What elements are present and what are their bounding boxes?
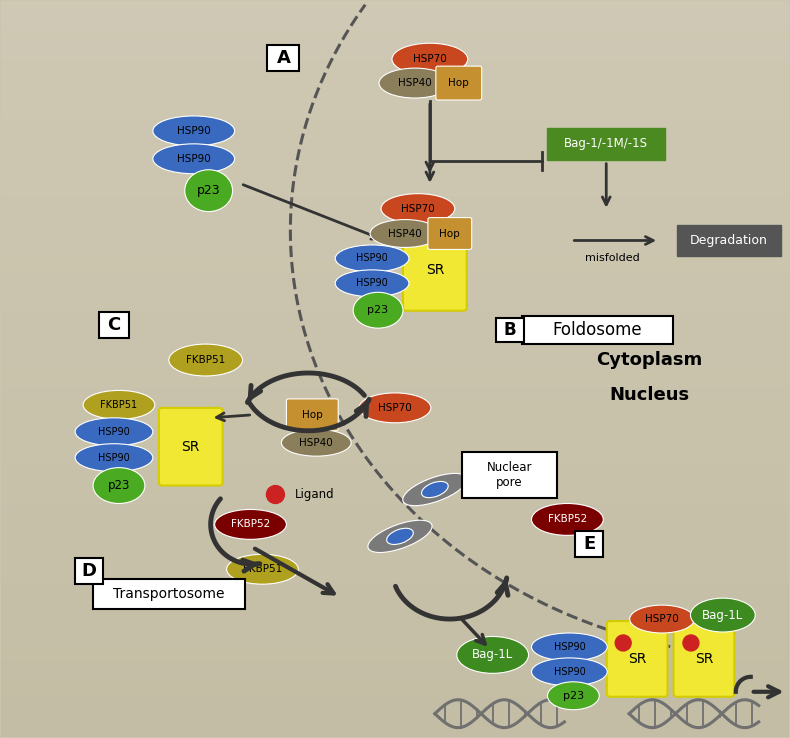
- Text: HSP90: HSP90: [356, 278, 388, 289]
- Ellipse shape: [335, 245, 409, 272]
- Text: HSP90: HSP90: [98, 427, 130, 437]
- Ellipse shape: [532, 658, 608, 686]
- Text: E: E: [583, 535, 596, 554]
- Text: Bag-1L: Bag-1L: [472, 649, 514, 661]
- Ellipse shape: [152, 116, 235, 146]
- Text: Degradation: Degradation: [690, 234, 768, 247]
- Text: Nucleus: Nucleus: [609, 386, 689, 404]
- Ellipse shape: [422, 481, 448, 497]
- Text: Hop: Hop: [302, 410, 322, 420]
- Text: FKBP51: FKBP51: [243, 565, 282, 574]
- Ellipse shape: [353, 292, 403, 328]
- Ellipse shape: [457, 636, 529, 673]
- Ellipse shape: [630, 605, 694, 633]
- Text: SR: SR: [694, 652, 713, 666]
- Ellipse shape: [379, 68, 451, 98]
- Text: HSP40: HSP40: [299, 438, 333, 448]
- Ellipse shape: [547, 682, 600, 710]
- Text: HSP90: HSP90: [356, 253, 388, 263]
- Text: SR: SR: [426, 263, 444, 277]
- Ellipse shape: [227, 554, 299, 584]
- FancyBboxPatch shape: [607, 621, 668, 697]
- Text: Hop: Hop: [449, 78, 469, 88]
- Ellipse shape: [690, 598, 755, 632]
- Text: Hop: Hop: [439, 229, 461, 238]
- Text: p23: p23: [562, 691, 584, 701]
- Text: C: C: [107, 316, 121, 334]
- Text: HSP70: HSP70: [413, 54, 447, 64]
- Circle shape: [615, 635, 631, 651]
- Text: FKBP52: FKBP52: [231, 520, 270, 529]
- Ellipse shape: [169, 344, 243, 376]
- FancyBboxPatch shape: [436, 66, 482, 100]
- Text: Nuclear
pore: Nuclear pore: [487, 461, 532, 489]
- Text: HSP90: HSP90: [177, 126, 211, 136]
- Text: p23: p23: [367, 306, 389, 315]
- Text: HSP40: HSP40: [388, 229, 422, 238]
- Text: HSP70: HSP70: [378, 403, 412, 413]
- Ellipse shape: [185, 170, 232, 212]
- Ellipse shape: [93, 468, 145, 503]
- Text: FKBP51: FKBP51: [186, 355, 225, 365]
- Text: HSP90: HSP90: [554, 642, 585, 652]
- Bar: [268, 45, 299, 71]
- Bar: [547, 128, 665, 160]
- Bar: [93, 579, 245, 609]
- Text: FKBP52: FKBP52: [547, 514, 587, 525]
- Bar: [521, 316, 673, 344]
- Bar: [676, 224, 781, 256]
- Text: HSP90: HSP90: [554, 667, 585, 677]
- Bar: [575, 531, 604, 557]
- Ellipse shape: [75, 418, 152, 446]
- Text: Bag-1/-1M/-1S: Bag-1/-1M/-1S: [564, 137, 649, 151]
- Circle shape: [683, 635, 699, 651]
- Ellipse shape: [359, 393, 431, 423]
- Bar: [99, 312, 129, 338]
- Ellipse shape: [403, 473, 467, 506]
- FancyBboxPatch shape: [428, 218, 472, 249]
- Ellipse shape: [335, 270, 409, 297]
- Text: HSP70: HSP70: [401, 204, 434, 213]
- Text: p23: p23: [197, 184, 220, 197]
- Text: HSP90: HSP90: [98, 452, 130, 463]
- Ellipse shape: [368, 520, 432, 553]
- FancyBboxPatch shape: [403, 230, 467, 311]
- Text: Transportosome: Transportosome: [113, 587, 224, 601]
- Ellipse shape: [83, 390, 155, 419]
- Ellipse shape: [281, 430, 351, 456]
- Text: D: D: [81, 562, 96, 580]
- Text: Foldosome: Foldosome: [552, 321, 642, 339]
- FancyBboxPatch shape: [287, 399, 338, 431]
- FancyBboxPatch shape: [159, 408, 223, 486]
- Ellipse shape: [215, 509, 287, 539]
- Text: HSP40: HSP40: [398, 78, 432, 88]
- Ellipse shape: [381, 193, 455, 224]
- Ellipse shape: [370, 220, 440, 247]
- Ellipse shape: [152, 144, 235, 173]
- Text: A: A: [276, 49, 291, 67]
- Text: misfolded: misfolded: [585, 253, 640, 263]
- Text: Bag-1L: Bag-1L: [702, 609, 743, 621]
- Bar: [462, 452, 557, 497]
- Text: SR: SR: [628, 652, 646, 666]
- FancyBboxPatch shape: [674, 621, 734, 697]
- Text: Ligand: Ligand: [295, 488, 335, 501]
- Text: HSP90: HSP90: [177, 154, 211, 164]
- Ellipse shape: [532, 503, 604, 535]
- Text: Cytoplasm: Cytoplasm: [596, 351, 702, 369]
- Bar: [75, 558, 103, 584]
- Ellipse shape: [75, 444, 152, 472]
- Text: SR: SR: [182, 440, 200, 454]
- Circle shape: [266, 486, 284, 503]
- Text: FKBP51: FKBP51: [100, 400, 137, 410]
- Text: p23: p23: [107, 479, 130, 492]
- Text: HSP70: HSP70: [645, 614, 679, 624]
- Text: B: B: [503, 321, 516, 339]
- Bar: [495, 318, 524, 342]
- Ellipse shape: [392, 44, 468, 75]
- Ellipse shape: [532, 633, 608, 661]
- Ellipse shape: [386, 528, 413, 545]
